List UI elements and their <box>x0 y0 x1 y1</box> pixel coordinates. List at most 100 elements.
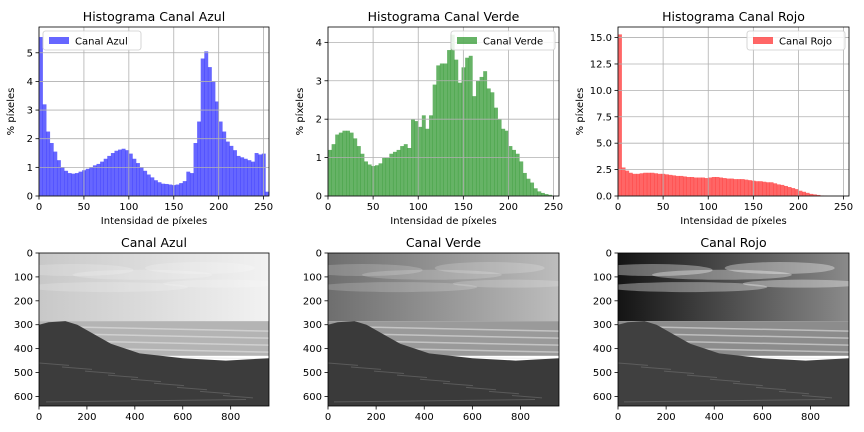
histogram-bar <box>639 173 644 196</box>
histogram-bar <box>356 146 361 196</box>
panel-2: Histograma Canal Verde 0 50 100 150 200 250 0 1 2… <box>294 9 563 227</box>
histogram-bar <box>794 189 799 196</box>
rock-texture <box>778 390 810 395</box>
y-tick-label: 2 <box>316 115 322 126</box>
histogram-bar <box>447 50 452 196</box>
y-tick-label: 15.0 <box>590 33 612 44</box>
histogram-bar <box>121 148 126 196</box>
histogram-bar <box>425 128 430 196</box>
y-tick-label: 400 <box>14 344 33 355</box>
histogram-bar <box>403 144 408 196</box>
histogram-bar <box>708 177 713 196</box>
legend: Canal Azul <box>42 30 142 51</box>
histogram-bar <box>686 176 691 196</box>
y-tick-label: 0 <box>316 249 322 260</box>
rock-texture <box>45 399 247 403</box>
y-tick-label: 200 <box>593 296 612 307</box>
panel-3: Histograma Canal Rojo 0 50 100 150 200 250 0.0 2… <box>574 9 853 227</box>
histogram-bar <box>157 182 162 196</box>
rock-texture <box>686 374 718 379</box>
histogram-bar <box>360 153 365 196</box>
histogram-bar <box>486 88 491 196</box>
histogram-bar <box>236 155 241 196</box>
cloud <box>742 279 863 288</box>
y-tick-label: 3 <box>316 76 322 87</box>
y-tick-label: 500 <box>303 368 322 379</box>
histogram-bar <box>67 173 72 196</box>
rock-texture <box>153 382 185 387</box>
panel-1: Histograma Canal Azul 0 50 100 150 200 250 0 1 2 3… <box>5 9 273 227</box>
x-tick-label: 600 <box>463 412 482 423</box>
histogram-bar <box>400 146 405 196</box>
rock-texture <box>442 382 474 387</box>
histogram-bar <box>697 177 702 196</box>
cloud <box>28 282 188 293</box>
histogram-bar <box>218 121 223 196</box>
channel-image <box>302 253 573 406</box>
histogram-bar <box>179 183 184 196</box>
wave <box>367 340 560 346</box>
x-tick-label: 600 <box>753 412 772 423</box>
histogram-bar <box>378 163 383 196</box>
rock-texture <box>327 362 359 366</box>
grid-lines <box>38 27 269 197</box>
wave <box>78 333 270 339</box>
rock-texture <box>663 370 695 374</box>
x-tick-label: 100 <box>119 202 138 213</box>
histogram-bar <box>60 167 65 196</box>
histogram-bar <box>193 143 198 196</box>
x-tick-label: 600 <box>173 412 192 423</box>
histogram-bar <box>515 153 520 196</box>
histogram-bar <box>78 171 83 196</box>
histogram-bars <box>618 34 828 197</box>
histogram-bar <box>96 163 101 196</box>
panel-title: Canal Azul <box>121 235 187 250</box>
y-axis-label: % píxeles <box>574 88 586 136</box>
panel-4: Canal Azul 0 200 400 600 800 0 100 200 300 400 500 6… <box>13 235 283 423</box>
histogram-bar <box>747 180 752 196</box>
histogram-bar <box>89 167 94 196</box>
rock-region <box>328 321 559 406</box>
histogram-bar <box>522 172 527 196</box>
histogram-bar <box>483 71 488 196</box>
histogram-bar <box>114 150 119 196</box>
x-tick-label: 200 <box>657 412 676 423</box>
histogram-bar <box>690 176 695 196</box>
histogram-bar <box>215 101 219 196</box>
histogram-bar <box>443 63 448 196</box>
histogram-bar <box>548 194 553 196</box>
histogram-bar <box>396 149 401 196</box>
cloud <box>452 279 573 288</box>
histogram-bar <box>175 184 180 196</box>
rock-texture <box>130 378 162 383</box>
x-tick-label: 100 <box>699 202 718 213</box>
histogram-bar <box>197 121 202 196</box>
histogram-bar <box>519 161 524 196</box>
rock-texture <box>333 399 536 403</box>
histogram-bar <box>784 185 788 196</box>
rock-texture <box>801 394 833 399</box>
cloud <box>361 269 502 280</box>
histogram-bar <box>479 76 484 196</box>
histogram-bar <box>798 190 803 196</box>
legend-label: Canal Azul <box>75 37 128 48</box>
rock-texture <box>640 366 672 370</box>
histogram-bar <box>740 179 745 196</box>
y-tick-label: 4 <box>27 77 33 88</box>
panel-5: Canal Verde 0 200 400 600 800 0 100 200 300 400 500… <box>302 235 573 423</box>
histogram-bar <box>74 173 79 196</box>
histogram-bar <box>389 153 394 196</box>
y-tick-label: 0 <box>27 192 33 203</box>
x-tick-label: 200 <box>499 202 518 213</box>
histogram-bar <box>85 168 90 196</box>
histogram-bar <box>540 192 545 196</box>
x-tick-label: 400 <box>125 412 144 423</box>
histogram-bar <box>53 151 58 196</box>
panel-6: Canal Rojo 0 200 400 600 800 0 100 200 300 400 500 6… <box>592 235 863 423</box>
sky-region <box>328 253 559 322</box>
histogram-bar <box>715 176 720 196</box>
rock-texture <box>617 362 649 366</box>
histogram-bar <box>71 173 76 196</box>
histogram-bar <box>100 161 104 196</box>
